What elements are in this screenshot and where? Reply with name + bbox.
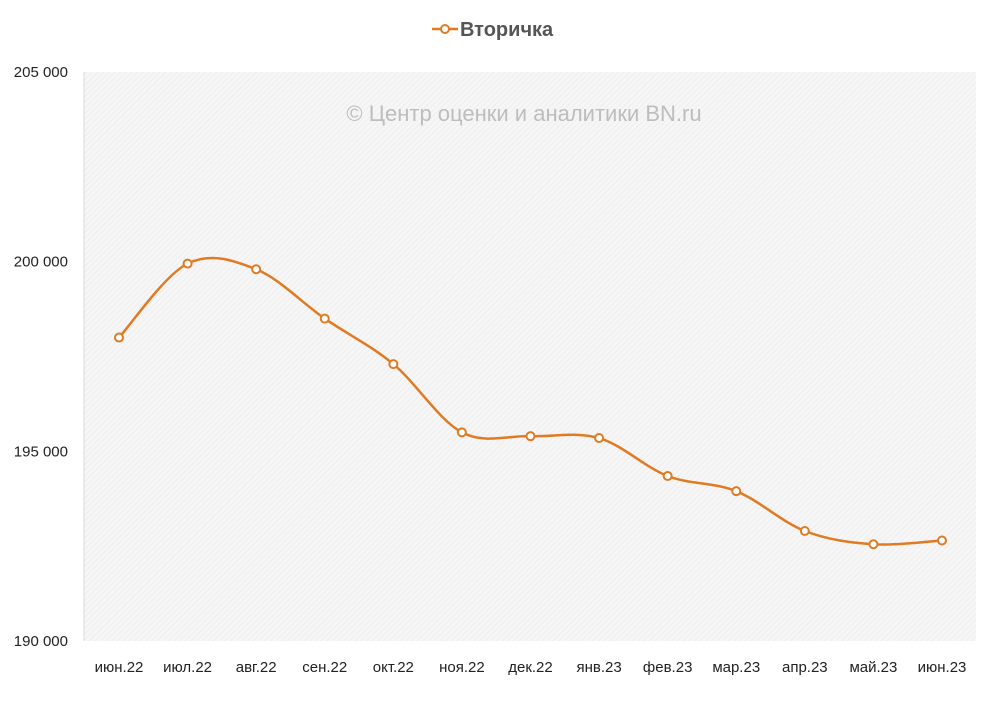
legend-point-marker: [440, 24, 450, 34]
data-point: [868, 539, 879, 550]
x-tick-label: июн.23: [918, 659, 967, 676]
legend: Вторичка: [432, 19, 554, 41]
data-point: [525, 431, 536, 442]
y-tick-label: 200 000: [14, 254, 68, 271]
x-tick-label: янв.23: [576, 659, 621, 676]
y-tick-label: 195 000: [14, 443, 68, 460]
data-point: [662, 470, 673, 481]
x-tick-label: июн.22: [95, 659, 144, 676]
legend-label: Вторичка: [460, 19, 554, 41]
x-tick-label: авг.22: [236, 659, 277, 676]
x-tick-label: сен.22: [302, 659, 347, 676]
data-point: [456, 427, 467, 438]
x-tick-label: мар.23: [712, 659, 760, 676]
y-tick-label: 190 000: [14, 633, 68, 650]
data-point: [251, 264, 262, 275]
y-tick-label: 205 000: [14, 64, 68, 81]
data-point: [319, 313, 330, 324]
x-tick-label: окт.22: [373, 659, 414, 676]
x-tick-label: ноя.22: [439, 659, 485, 676]
data-point: [937, 535, 947, 546]
y-axis-ticks: 190 000 195 000 200 000 205 000: [14, 64, 68, 650]
series-points: [114, 258, 947, 550]
data-point: [799, 525, 810, 536]
x-tick-label: май.23: [849, 659, 897, 676]
data-point: [182, 258, 193, 269]
watermark: © Центр оценки и аналитики BN.ru: [346, 101, 701, 126]
x-tick-label: июл.22: [163, 659, 212, 676]
data-point: [114, 332, 124, 343]
x-tick-label: апр.23: [782, 659, 828, 676]
data-point: [594, 433, 605, 444]
x-axis-ticks: июн.22 июл.22 авг.22 сен.22 окт.22 ноя.22 дек.…: [95, 659, 967, 676]
x-tick-label: дек.22: [508, 659, 553, 676]
data-point: [388, 359, 399, 370]
data-point: [731, 486, 742, 497]
plot-area: [84, 72, 976, 641]
x-tick-label: фев.23: [643, 659, 693, 676]
